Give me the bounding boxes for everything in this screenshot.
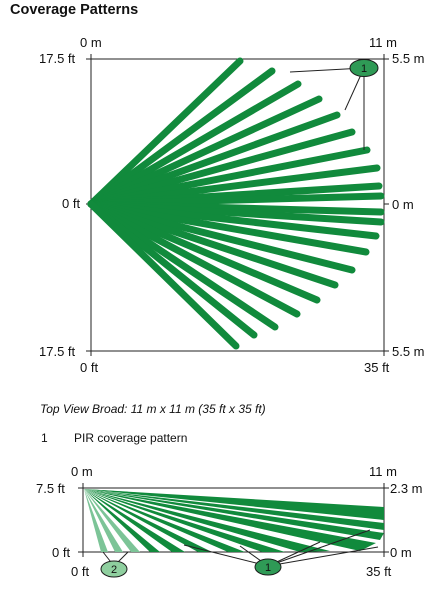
- side-view-leader-lines: [102, 529, 379, 567]
- side-view-right-top-label: 2.3 m: [390, 481, 423, 496]
- side-view-zone-1: [84, 489, 384, 520]
- side-view-zone-2: [84, 489, 384, 530]
- side-view-zone-7: [84, 489, 245, 552]
- side-view-top-left-label: 0 m: [71, 464, 93, 479]
- side-view-zone-13: [84, 489, 108, 552]
- top-view-zone-2: [87, 67, 276, 208]
- top-view-caption: Top View Broad: 11 m x 11 m (35 ft x 35 …: [40, 402, 266, 416]
- legend-text: PIR coverage pattern: [74, 431, 188, 445]
- top-view-zone-17: [87, 200, 321, 304]
- top-view-bottom-right-label: 35 ft: [364, 360, 390, 375]
- side-view-callout-2-text: 2: [111, 564, 117, 576]
- top-view-right-top-label: 5.5 m: [392, 51, 425, 66]
- side-view-zone-11: [84, 489, 140, 552]
- side-view-zone-9: [84, 489, 185, 552]
- side-view-fan: [84, 489, 384, 552]
- top-view-right-mid-label: 0 m: [392, 197, 414, 212]
- side-view-zone-12: [84, 489, 123, 552]
- top-view-zone-21: [87, 200, 240, 350]
- side-view-left-bottom-label: 0 ft: [52, 545, 71, 560]
- side-view-callout-1: 1: [254, 558, 282, 576]
- side-view-left-top-label: 7.5 ft: [36, 481, 65, 496]
- top-view-bottom-left-label: 0 ft: [80, 360, 99, 375]
- page-title: Coverage Patterns: [10, 2, 139, 18]
- top-view-left-bottom-label: 17.5 ft: [39, 344, 76, 359]
- top-view-top-right-label: 11 m: [369, 35, 397, 50]
- top-view-zone-3: [87, 80, 302, 208]
- top-view-callout-1-text: 1: [361, 63, 367, 75]
- top-view-fan: [87, 57, 385, 350]
- top-view-left-mid-label: 0 ft: [62, 196, 81, 211]
- top-view-zone-18: [87, 200, 301, 318]
- top-view-callout-1: 1: [349, 59, 379, 77]
- side-view-zone-5: [84, 489, 330, 552]
- side-view-right-bottom-label: 0 m: [390, 545, 412, 560]
- side-view-zone-6: [84, 489, 285, 552]
- top-view-top-left-label: 0 m: [80, 35, 102, 50]
- side-view-diagram: 1 2: [78, 483, 389, 578]
- side-view-bottom-right-label: 35 ft: [366, 564, 392, 579]
- top-view-diagram: 1: [86, 54, 389, 356]
- top-view-zone-1: [87, 57, 244, 208]
- side-view-zone-top: [84, 489, 384, 512]
- top-view-right-bottom-label: 5.5 m: [392, 344, 425, 359]
- side-view-callout-1-text: 1: [265, 562, 271, 574]
- side-view-zone-4: [84, 489, 376, 551]
- side-view-zone-8: [84, 489, 212, 552]
- top-view-left-top-label: 17.5 ft: [39, 51, 76, 66]
- side-view-callout-2: 2: [100, 560, 128, 578]
- legend-number: 1: [41, 431, 48, 445]
- side-view-zone-10: [84, 489, 160, 552]
- side-view-top-right-label: 11 m: [369, 464, 397, 479]
- side-view-bottom-left-label: 0 ft: [71, 564, 90, 579]
- side-view-zone-3: [84, 489, 384, 540]
- top-view-zone-4: [87, 95, 323, 208]
